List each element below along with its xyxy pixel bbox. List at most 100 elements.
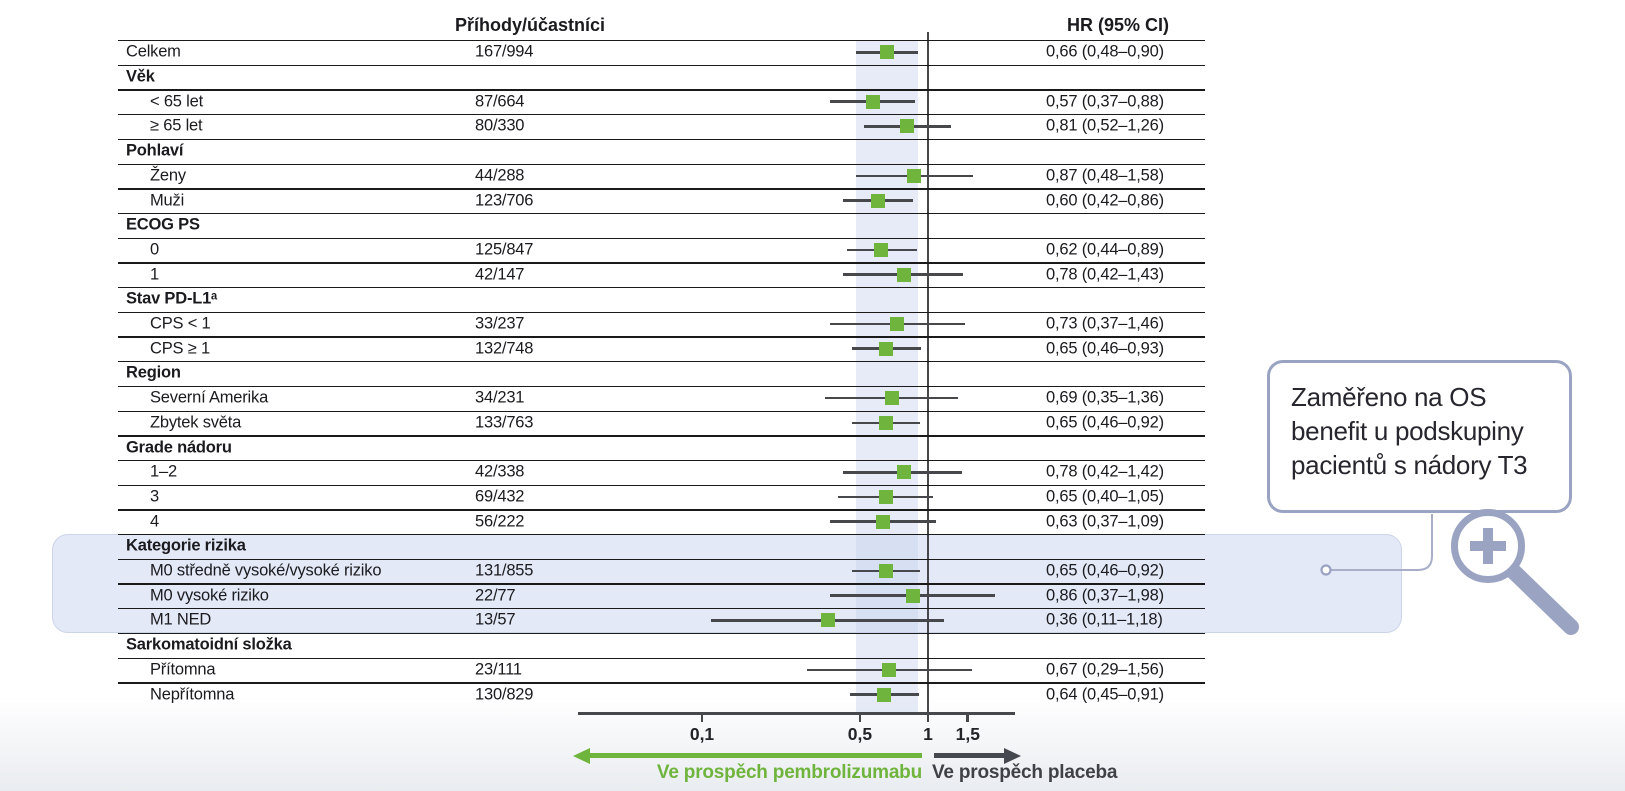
hr-marker: [878, 341, 893, 356]
row-separator: [118, 534, 1205, 536]
row-separator: [118, 287, 1205, 289]
events-value: 56/222: [475, 512, 525, 531]
row-separator: [118, 262, 1205, 264]
callout-connector-line: [1320, 514, 1433, 576]
item-label: Přítomna: [150, 660, 216, 679]
favors-placebo-arrow: [934, 753, 1004, 758]
item-label: < 65 let: [150, 92, 203, 111]
favors-pembrolizumab-arrowhead: [573, 747, 590, 764]
item-label: Severní Amerika: [150, 388, 269, 407]
x-axis-tick: [700, 712, 704, 722]
events-value: 133/763: [475, 413, 534, 432]
events-value: 80/330: [475, 116, 525, 135]
hr-value: 0,60 (0,42–0,86): [1046, 191, 1164, 210]
x-axis-tick-label: 1: [923, 724, 933, 744]
hr-value: 0,63 (0,37–1,09): [1046, 512, 1164, 531]
row-separator: [118, 410, 1205, 412]
row-separator: [118, 484, 1205, 486]
hr-marker: [906, 588, 921, 603]
hr-value: 0,69 (0,35–1,36): [1046, 388, 1164, 407]
events-value: 22/77: [475, 586, 516, 605]
item-label: 1: [150, 265, 159, 284]
row-separator: [118, 558, 1205, 561]
events-value: 167/994: [475, 42, 534, 61]
events-value: 123/706: [475, 191, 534, 210]
events-value: 131/855: [475, 561, 534, 580]
group-label: Stav PD-L1ᵃ: [126, 289, 218, 308]
row-separator: [118, 64, 1205, 67]
x-axis-tick-label: 0,5: [847, 724, 873, 744]
row-separator: [118, 361, 1205, 363]
callout-box: Zaměřeno na OS benefit u podskupiny paci…: [1267, 360, 1572, 513]
events-value: 69/432: [475, 487, 525, 506]
hr-value: 0,65 (0,46–0,92): [1046, 561, 1164, 580]
favors-pembrolizumab-label: Ve prospěch pembrolizumabu: [656, 762, 922, 783]
events-value: 44/288: [475, 166, 525, 185]
hr-marker: [820, 613, 835, 628]
group-label: Sarkomatoidní složka: [126, 635, 292, 654]
row-separator: [118, 40, 1205, 42]
hr-marker: [896, 465, 911, 480]
row-separator: [118, 632, 1205, 635]
hr-value: 0,64 (0,45–0,91): [1046, 685, 1164, 704]
hr-value: 0,73 (0,37–1,46): [1046, 314, 1164, 333]
hr-value: 0,62 (0,44–0,89): [1046, 240, 1164, 259]
row-separator: [118, 212, 1205, 215]
item-label: Nepřítomna: [150, 685, 235, 704]
group-label: Věk: [126, 67, 155, 86]
group-label: Kategorie rizika: [126, 536, 246, 555]
hr-value: 0,86 (0,37–1,98): [1046, 586, 1164, 605]
hr-value: 0,78 (0,42–1,43): [1046, 265, 1164, 284]
x-axis-tick: [926, 712, 930, 722]
hr-value: 0,67 (0,29–1,56): [1046, 660, 1164, 679]
hr-marker: [884, 391, 899, 406]
item-label: Ženy: [150, 166, 186, 185]
item-label: 0: [150, 240, 159, 259]
row-separator: [118, 657, 1205, 659]
hr-value: 0,78 (0,42–1,42): [1046, 462, 1164, 481]
item-label: 3: [150, 487, 159, 506]
item-label: Zbytek světa: [150, 413, 242, 432]
hr-value: 0,66 (0,48–0,90): [1046, 42, 1164, 61]
hr-marker: [880, 45, 895, 60]
events-value: 42/338: [475, 462, 525, 481]
hr-marker: [896, 267, 911, 282]
hr-marker: [890, 317, 905, 332]
hr-value: 0,65 (0,46–0,93): [1046, 339, 1164, 358]
events-value: 42/147: [475, 265, 525, 284]
hr-column-header: HR (95% CI): [1066, 15, 1170, 35]
row-separator: [118, 385, 1205, 388]
row-separator: [118, 583, 1205, 585]
x-axis-tick-label: 1,5: [955, 724, 980, 744]
hr-marker: [907, 168, 922, 183]
item-label: CPS < 1: [150, 314, 211, 333]
events-value: 13/57: [475, 610, 516, 629]
magnifier-plus-icon: [1451, 509, 1579, 635]
hr-value: 0,87 (0,48–1,58): [1046, 166, 1164, 185]
group-label: Pohlaví: [126, 141, 184, 160]
item-label: Muži: [150, 191, 185, 210]
hr-value: 0,36 (0,11–1,18): [1046, 610, 1163, 629]
x-axis-tick: [966, 712, 970, 722]
favors-pembrolizumab-arrow: [589, 753, 922, 758]
group-label: ECOG PS: [126, 215, 200, 234]
hr-marker: [878, 415, 893, 430]
hr-marker: [877, 687, 892, 702]
hr-marker: [900, 119, 915, 134]
row-separator: [118, 163, 1205, 165]
hr-marker: [878, 564, 893, 579]
item-label: M0 středně vysoké/vysoké riziko: [150, 561, 382, 580]
events-value: 125/847: [475, 240, 534, 259]
row-separator: [118, 682, 1205, 684]
row-separator: [118, 138, 1205, 141]
hr-value: 0,65 (0,46–0,92): [1046, 413, 1164, 432]
item-label: 1–2: [150, 462, 177, 481]
row-separator: [118, 311, 1205, 314]
favors-placebo-label: Ve prospěch placeba: [932, 762, 1118, 783]
ci-band: [855, 40, 918, 712]
item-label: Celkem: [126, 42, 181, 61]
hr-marker: [881, 662, 896, 677]
events-value: 130/829: [475, 685, 534, 704]
item-label: ≥ 65 let: [150, 116, 203, 135]
